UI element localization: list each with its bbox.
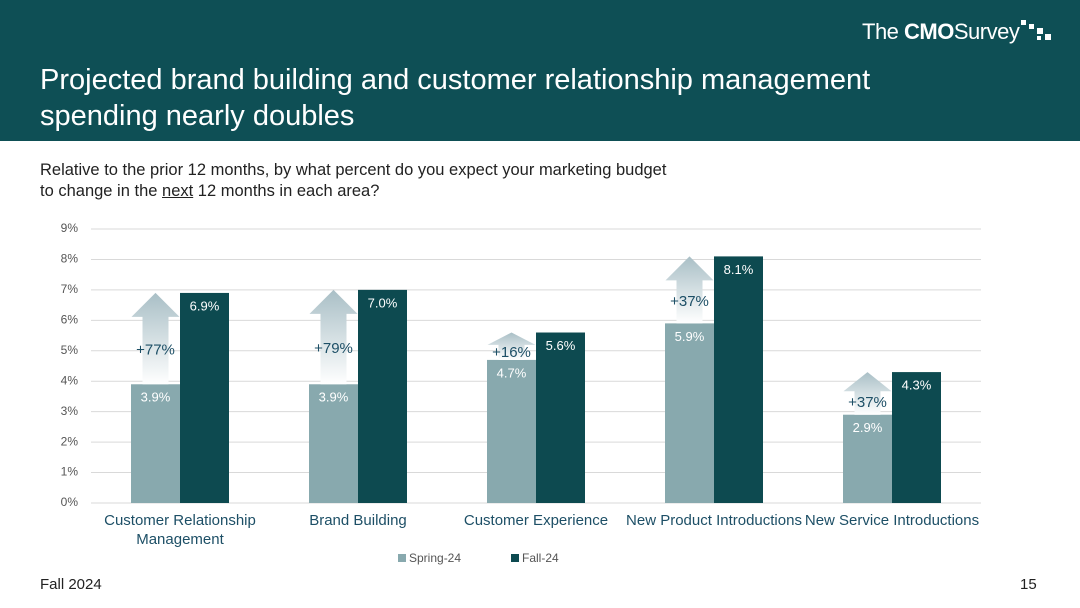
bar xyxy=(892,372,941,503)
x-tick-label: Brand Building xyxy=(309,512,407,529)
legend-swatch xyxy=(398,554,406,562)
question-text: Relative to the prior 12 months, by what… xyxy=(40,161,667,200)
x-tick-label: Customer Experience xyxy=(463,512,609,529)
legend-swatch xyxy=(511,554,519,562)
header-band xyxy=(0,0,1080,141)
logo-the: The xyxy=(862,19,899,44)
question-emphasis: next xyxy=(162,182,194,200)
y-tick-label: 6% xyxy=(61,313,79,327)
footer-date: Fall 2024 xyxy=(40,576,102,593)
y-tick-label: 4% xyxy=(61,373,79,387)
x-tick-label: New Service Introductions xyxy=(804,512,980,529)
y-tick-label: 9% xyxy=(61,221,79,235)
bar xyxy=(665,323,714,503)
annotation: +79% xyxy=(314,340,353,357)
y-tick-label: 0% xyxy=(61,495,79,509)
title: Projected brand building and customer re… xyxy=(40,64,871,132)
change-arrow xyxy=(487,332,536,360)
logo: The CMOSurvey xyxy=(862,19,1020,45)
x-tick-label: Customer Relationship Management xyxy=(104,512,256,548)
value-label: 4.7% xyxy=(497,365,527,380)
annotation: +37% xyxy=(848,394,887,411)
y-tick-label: 7% xyxy=(61,282,79,296)
value-label: 6.9% xyxy=(190,298,220,313)
logo-cmo: CMO xyxy=(904,19,954,44)
y-tick-label: 5% xyxy=(61,343,79,357)
value-label: 2.9% xyxy=(853,420,883,435)
y-tick-label: 1% xyxy=(61,465,79,479)
logo-survey: Survey xyxy=(953,19,1020,44)
change-arrow xyxy=(665,256,714,324)
legend-label: Spring-24 xyxy=(409,551,461,565)
annotation: +16% xyxy=(492,344,531,361)
bar xyxy=(487,359,536,503)
x-tick-label: New Product Introductions xyxy=(626,512,802,529)
legend-label: Fall-24 xyxy=(522,551,559,565)
change-arrow xyxy=(131,292,180,385)
bar xyxy=(309,384,358,503)
bar xyxy=(180,292,229,503)
bar xyxy=(843,414,892,503)
value-label: 8.1% xyxy=(724,262,754,277)
bar xyxy=(131,384,180,503)
change-arrow xyxy=(309,289,358,385)
annotation: +37% xyxy=(670,293,709,310)
y-tick-label: 8% xyxy=(61,252,79,266)
value-label: 7.0% xyxy=(368,295,398,310)
bar xyxy=(714,256,763,503)
value-label: 3.9% xyxy=(319,390,349,405)
page-number: 15 xyxy=(1020,576,1037,593)
y-tick-label: 3% xyxy=(61,404,79,418)
bar xyxy=(358,289,407,503)
annotation: +77% xyxy=(136,342,175,359)
question-text: 12 months in each area? xyxy=(193,182,380,200)
value-label: 4.3% xyxy=(902,378,932,393)
value-label: 5.9% xyxy=(675,329,705,344)
change-arrow xyxy=(843,372,892,415)
y-tick-label: 2% xyxy=(61,434,79,448)
value-label: 3.9% xyxy=(141,390,171,405)
value-label: 5.6% xyxy=(546,338,576,353)
question: Relative to the prior 12 months, by what… xyxy=(40,160,680,202)
bar xyxy=(536,332,585,503)
